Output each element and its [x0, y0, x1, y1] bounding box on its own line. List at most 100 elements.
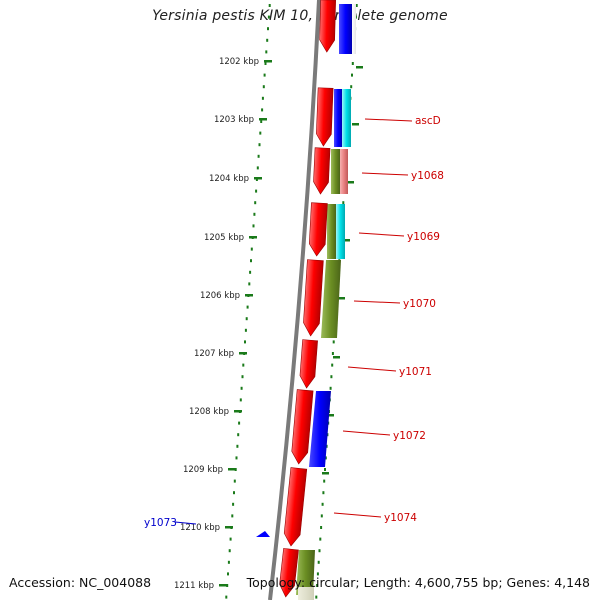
gene-label-leaders [333, 118, 413, 518]
gene-arrow[interactable] [278, 548, 299, 598]
ruler-tick-label: 1206 kbp [200, 291, 240, 301]
ring-dot [258, 143, 261, 147]
ring-dot [240, 386, 243, 390]
ring-dot [235, 456, 238, 460]
gene-label-y1074[interactable]: y1074 [384, 512, 417, 524]
gene-label-y1070[interactable]: y1070 [403, 298, 436, 310]
cog-block [321, 260, 341, 338]
ring-dot [316, 572, 319, 576]
ring-dot [317, 560, 320, 564]
ring-dot [253, 212, 256, 216]
gene-arrow[interactable] [283, 467, 308, 547]
ring-dot [331, 352, 334, 355]
ruler-tick [245, 294, 253, 297]
ring-dot [233, 491, 235, 495]
ring-dot [228, 549, 231, 553]
ring-dot [324, 456, 327, 460]
gene-arrow[interactable] [313, 147, 331, 195]
ruler-tick-label: 1210 kbp [180, 523, 220, 533]
ring-dot [323, 479, 326, 483]
gene-arrow[interactable] [319, 0, 336, 53]
ring-dot [262, 85, 265, 89]
gene-label-y1071[interactable]: y1071 [399, 366, 432, 378]
ruler-minor-tick [327, 414, 334, 417]
cog-block [327, 204, 336, 259]
topology-text: Topology: circular; Length: 4,600,755 bp… [246, 575, 590, 590]
ring-dot [244, 328, 247, 332]
ring-dot [233, 479, 236, 483]
ruler-tick [225, 526, 233, 529]
ring-dot [321, 502, 324, 506]
cog-block [309, 391, 331, 467]
ring-dot [268, 4, 271, 7]
gene-arrow[interactable] [291, 389, 314, 465]
ruler-tick [249, 236, 257, 239]
ring-dot [355, 4, 358, 7]
ring-dot [267, 15, 270, 19]
ring-dot [350, 85, 353, 89]
gene-label-y1068[interactable]: y1068 [411, 170, 444, 182]
gene-arrow[interactable] [308, 202, 328, 257]
ruler-tick-label: 1204 kbp [209, 174, 249, 184]
gene-arrow[interactable] [299, 339, 318, 389]
cog-track [296, 4, 356, 595]
gene-arrow[interactable] [303, 259, 324, 337]
ring-dot [229, 537, 232, 541]
gene-label-y1069[interactable]: y1069 [407, 231, 440, 243]
ring-dot [254, 201, 257, 205]
ring-dot [332, 340, 335, 344]
gene-arrow[interactable] [316, 87, 334, 147]
ruler: 1202 kbp 1203 kbp 1204 kbp 1205 kbp 1206 kbp… [174, 57, 272, 591]
ruler-tick-label: 1209 kbp [183, 465, 223, 475]
ring-dot [264, 62, 267, 65]
ruler-tick [264, 60, 272, 63]
ring-dot [261, 108, 264, 112]
ring-dot [237, 433, 240, 437]
ring-dot [316, 584, 319, 587]
ring-dot [232, 502, 235, 506]
ring-dot [241, 375, 244, 379]
ruler-tick [234, 410, 242, 413]
gene-label-y1072[interactable]: y1072 [393, 430, 426, 442]
ring-dot [322, 491, 325, 495]
ring-dot [256, 166, 259, 170]
ring-dot [315, 595, 318, 599]
cog-block [296, 550, 315, 595]
ruler-minor-tick [338, 297, 345, 300]
ring-dot [351, 73, 353, 77]
ring-dot [252, 224, 255, 228]
ruler-tick-label: 1211 kbp [174, 581, 214, 591]
ring-dot [236, 444, 239, 448]
ruler-minor-tick [322, 472, 329, 475]
ruler-tick-label: 1202 kbp [219, 57, 259, 67]
cog-block [352, 4, 356, 54]
cog-block [340, 149, 348, 194]
gene-block [298, 587, 314, 600]
ring-dot [318, 549, 321, 553]
ruler-tick [228, 468, 236, 471]
ring-dot [260, 120, 263, 123]
gene-label-ascd[interactable]: ascD [415, 115, 441, 127]
ruler-tick-label: 1205 kbp [204, 233, 244, 243]
ring-dot [263, 73, 266, 77]
ring-dot [250, 247, 253, 251]
genome-backbone [268, 0, 321, 600]
cog-block [331, 149, 340, 194]
gene-track [256, 0, 336, 600]
cog-block [342, 89, 351, 147]
map-title: Yersinia pestis KIM 10, complete genome [152, 8, 448, 24]
cog-block [339, 4, 352, 54]
ring-dot [351, 62, 354, 65]
ring-dot [238, 421, 241, 425]
ruler-tick [259, 118, 267, 121]
ring-dot [250, 259, 252, 263]
ruler-minor-tick [352, 123, 359, 126]
ring-dot [227, 572, 229, 576]
gene-arrow-reverse[interactable] [256, 531, 270, 537]
ruler-tick-label: 1208 kbp [189, 407, 229, 417]
ring-dot [255, 189, 258, 193]
gene-label-y1073[interactable]: y1073 [144, 517, 177, 529]
ring-dot [330, 375, 333, 379]
ruler-tick [254, 177, 262, 180]
